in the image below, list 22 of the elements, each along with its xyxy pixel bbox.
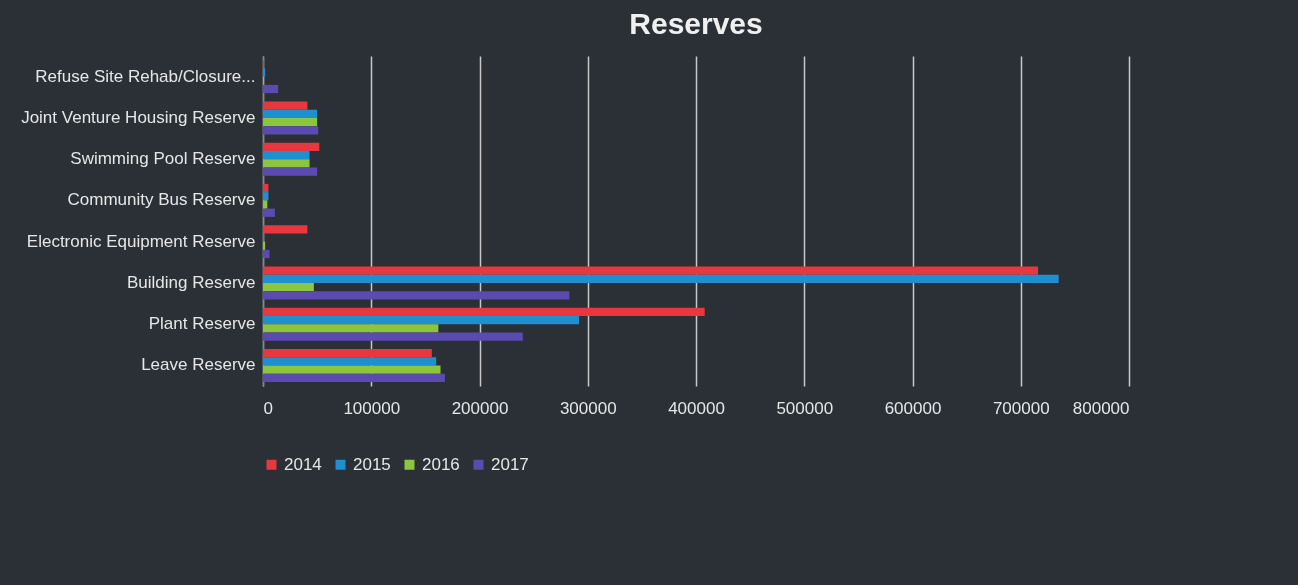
x-tick-label: 0 bbox=[263, 398, 273, 418]
x-tick-label: 600000 bbox=[884, 398, 942, 418]
y-tick-label: Community Bus Reserve bbox=[67, 190, 256, 210]
x-tick-label: 100000 bbox=[343, 398, 401, 418]
legend-label: 2017 bbox=[491, 454, 529, 474]
x-tick-label: 500000 bbox=[776, 398, 834, 418]
y-tick-label: Leave Reserve bbox=[141, 355, 256, 375]
y-tick-label: Plant Reserve bbox=[148, 314, 256, 334]
y-tick-label: Joint Venture Housing Reserve bbox=[21, 107, 256, 127]
x-tick-label: 300000 bbox=[559, 398, 617, 418]
x-tick-label: 200000 bbox=[451, 398, 509, 418]
y-tick-label: Refuse Site Rehab/Closure... bbox=[35, 66, 256, 86]
y-tick-label: Building Reserve bbox=[126, 272, 256, 292]
legend-label: 2014 bbox=[284, 454, 322, 474]
y-tick-label: Electronic Equipment Reserve bbox=[26, 231, 256, 251]
legend-label: 2015 bbox=[353, 454, 391, 474]
x-tick-label: 700000 bbox=[992, 398, 1050, 418]
x-tick-label: 400000 bbox=[668, 398, 725, 418]
y-tick-label: Swimming Pool Reserve bbox=[70, 149, 256, 169]
chart-title: Reserves bbox=[629, 7, 763, 40]
x-tick-label: 800000 bbox=[1072, 398, 1130, 418]
legend-label: 2016 bbox=[422, 454, 460, 474]
